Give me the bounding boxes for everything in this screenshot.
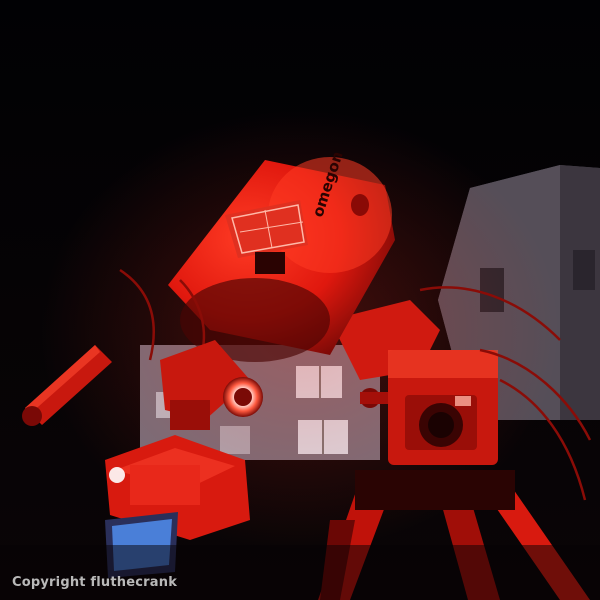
cables bbox=[119, 268, 592, 501]
building-window bbox=[573, 250, 595, 290]
telescope-tube bbox=[168, 157, 395, 362]
mount-motor bbox=[330, 300, 498, 465]
camera-body bbox=[105, 435, 250, 540]
focuser bbox=[160, 340, 263, 430]
finder-scope bbox=[22, 345, 112, 426]
copyright-watermark: Copyright fluthecrank bbox=[12, 575, 178, 590]
